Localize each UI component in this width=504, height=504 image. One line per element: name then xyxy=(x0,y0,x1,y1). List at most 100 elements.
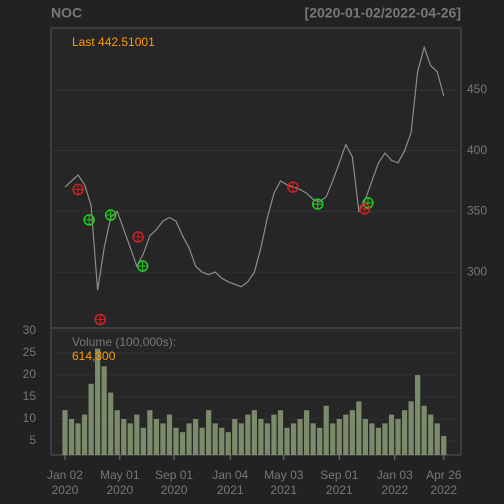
volume-bar xyxy=(395,418,401,455)
x-tick-label: Sep 01 xyxy=(320,468,358,482)
volume-bar xyxy=(81,414,88,455)
volume-bar xyxy=(336,418,342,455)
chart-subtitle: [2020-01-02/2022-04-26] xyxy=(305,5,461,21)
sell-marker xyxy=(72,183,84,196)
volume-bar xyxy=(317,427,323,455)
marker-cross xyxy=(287,182,298,193)
plot-area xyxy=(50,27,462,456)
volume-bar xyxy=(186,423,192,455)
volume-bar xyxy=(343,414,349,455)
x-tick-label: 2020 xyxy=(161,483,188,497)
y-tick-label: 10 xyxy=(23,411,37,425)
volume-bar xyxy=(415,375,421,455)
volume-bar xyxy=(441,435,447,455)
volume-bar xyxy=(277,410,284,455)
volume-bar xyxy=(401,410,408,455)
volume-bar xyxy=(147,410,153,455)
x-tick-label: 2020 xyxy=(52,483,79,497)
marker-cross xyxy=(359,203,370,214)
volume-bar xyxy=(173,427,179,455)
volume-bar xyxy=(349,410,355,455)
volume-bar xyxy=(284,427,290,455)
x-tick-label: Jan 03 xyxy=(377,468,413,482)
volume-bar xyxy=(114,410,120,455)
marker-cross xyxy=(84,214,95,225)
y-tick-label: 450 xyxy=(467,82,487,96)
volume-bar xyxy=(323,405,329,455)
volume-bar xyxy=(192,418,199,455)
sell-marker xyxy=(132,231,144,243)
volume-bar xyxy=(356,401,362,455)
volume-bar xyxy=(199,427,205,455)
buy-marker xyxy=(104,209,117,221)
y-tick-label: 20 xyxy=(23,367,37,381)
volume-bar xyxy=(271,414,277,455)
y-tick-label: 400 xyxy=(467,143,487,157)
x-tick-label: Jan 02 xyxy=(47,468,83,482)
volume-bar xyxy=(225,432,231,455)
volume-bar xyxy=(108,392,114,455)
y-tick-label: 15 xyxy=(23,389,37,403)
volume-bar xyxy=(166,414,173,455)
x-tick-label: Sep 01 xyxy=(155,468,193,482)
x-tick-label: 2021 xyxy=(326,483,353,497)
volume-bar xyxy=(101,366,107,455)
last-value: 442.51001 xyxy=(98,35,155,49)
volume-bar xyxy=(408,401,414,455)
marker-cross xyxy=(137,261,148,272)
volume-bar xyxy=(219,427,225,455)
volume-bar xyxy=(179,432,186,455)
volume-bar xyxy=(206,410,212,455)
x-tick-label: Jan 04 xyxy=(212,468,248,482)
volume-bar xyxy=(330,423,336,455)
marker-cross xyxy=(95,314,106,325)
sell-marker xyxy=(287,181,299,193)
volume-bar xyxy=(245,414,251,455)
buy-marker xyxy=(136,260,149,272)
volume-bar xyxy=(388,414,395,455)
volume-bar xyxy=(232,418,238,455)
volume-bar xyxy=(428,414,434,455)
marker-cross xyxy=(73,184,84,195)
volume-bar xyxy=(212,423,218,455)
buy-marker xyxy=(311,198,324,210)
volume-bar xyxy=(382,423,388,455)
volume-bar xyxy=(369,423,375,455)
marker-cross xyxy=(133,231,144,242)
x-tick-label: 2020 xyxy=(106,483,133,497)
buy-marker xyxy=(83,214,95,226)
x-tick-label: 2021 xyxy=(270,483,297,497)
volume-bar xyxy=(258,418,264,455)
volume-bar xyxy=(62,410,68,455)
marker-cross xyxy=(312,199,323,210)
y-tick-label: 30 xyxy=(23,323,37,337)
volume-bar xyxy=(310,423,316,455)
volume-bar xyxy=(290,423,297,455)
chart-title: NOC xyxy=(51,5,82,21)
volume-bar xyxy=(68,418,75,455)
volume-last: 614,300 xyxy=(72,349,116,363)
volume-bar xyxy=(153,418,160,455)
sell-marker xyxy=(94,313,106,326)
y-tick-label: 350 xyxy=(467,204,487,218)
volume-bar xyxy=(264,423,271,455)
volume-bar xyxy=(75,423,81,455)
volume-bar xyxy=(95,348,101,455)
x-tick-label: 2022 xyxy=(381,483,408,497)
volume-bar xyxy=(251,410,257,455)
last-label: Last xyxy=(72,35,95,49)
volume-bar xyxy=(362,418,369,455)
marker-cross xyxy=(105,210,116,221)
sell-marker xyxy=(358,203,371,215)
volume-bar xyxy=(160,423,166,455)
x-tick-label: May 01 xyxy=(100,468,140,482)
volume-bar xyxy=(304,410,310,455)
y-tick-label: 300 xyxy=(467,264,487,278)
x-tick-label: May 03 xyxy=(264,468,304,482)
y-tick-label: 5 xyxy=(29,433,36,447)
volume-bar xyxy=(297,418,303,455)
x-tick-label: 2021 xyxy=(217,483,244,497)
volume-bar xyxy=(127,423,133,455)
